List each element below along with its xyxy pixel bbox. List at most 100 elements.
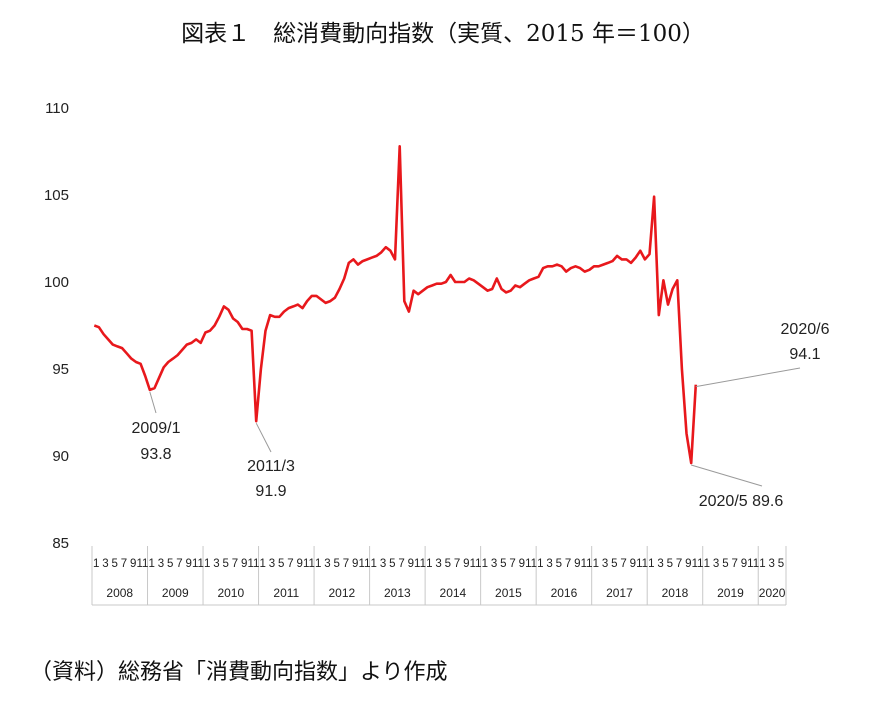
month-tick-label: 11: [303, 558, 315, 570]
month-tick-label: 1: [371, 558, 377, 570]
y-tick-label: 105: [44, 187, 69, 204]
month-tick-label: 1: [148, 558, 154, 570]
chart-title: 図表１ 総消費動向指数（実質、2015 年＝100）: [181, 21, 705, 47]
month-tick-label: 5: [167, 558, 173, 570]
month-tick-label: 3: [102, 558, 108, 570]
month-tick-label: 11: [525, 558, 537, 570]
month-tick-label: 1: [426, 558, 432, 570]
month-tick-label: 9: [519, 558, 525, 570]
month-tick-label: 7: [287, 558, 293, 570]
month-tick-label: 9: [685, 558, 691, 570]
month-tick-label: 3: [380, 558, 386, 570]
month-tick-label: 11: [192, 558, 204, 570]
y-tick-label: 90: [52, 448, 69, 465]
year-label: 2015: [495, 586, 522, 600]
year-label: 2008: [106, 586, 133, 600]
annotation-leader: [695, 367, 801, 388]
month-tick-label: 1: [482, 558, 488, 570]
month-tick-label: 9: [352, 558, 358, 570]
month-tick-label: 5: [778, 558, 784, 570]
month-tick-label: 9: [185, 558, 191, 570]
month-tick-label: 3: [602, 558, 608, 570]
month-tick-label: 11: [359, 558, 371, 570]
month-tick-label: 7: [731, 558, 737, 570]
month-tick-label: 9: [408, 558, 414, 570]
month-tick-label: 5: [556, 558, 562, 570]
month-tick-label: 7: [620, 558, 626, 570]
month-tick-label: 1: [204, 558, 210, 570]
annotation-value: 91.9: [255, 483, 286, 500]
year-label: 2019: [717, 586, 744, 600]
month-tick-label: 5: [667, 558, 673, 570]
annotation-value: 94.1: [789, 346, 820, 363]
y-tick-label: 110: [45, 100, 69, 117]
month-tick-label: 7: [676, 558, 682, 570]
series-layer: [93, 145, 698, 465]
month-tick-label: 5: [389, 558, 395, 570]
month-tick-label: 1: [260, 558, 266, 570]
month-tick-label: 3: [269, 558, 275, 570]
month-tick-label: 5: [223, 558, 229, 570]
month-tick-label: 1: [704, 558, 710, 570]
month-tick-label: 3: [713, 558, 719, 570]
year-label: 2016: [551, 586, 578, 600]
month-tick-label: 7: [232, 558, 238, 570]
month-tick-label: 11: [470, 558, 482, 570]
year-label: 2020: [759, 586, 786, 600]
month-tick-label: 7: [454, 558, 460, 570]
annotation-layer: 2009/1 93.8 2011/3 91.9 2020/5 89.6 2020/6 94.…: [132, 321, 830, 510]
year-label: 2011: [273, 586, 299, 600]
year-label: 2014: [440, 586, 467, 600]
month-tick-label: 7: [565, 558, 571, 570]
month-tick-label: 9: [630, 558, 636, 570]
month-tick-label: 5: [445, 558, 451, 570]
month-tick-label: 7: [121, 558, 127, 570]
annotation-label: 2020/6: [781, 321, 830, 338]
month-tick-label: 5: [278, 558, 284, 570]
month-tick-label: 5: [334, 558, 340, 570]
month-tick-label: 3: [213, 558, 219, 570]
month-tick-label: 9: [574, 558, 580, 570]
month-tick-label: 11: [692, 558, 704, 570]
month-tick-label: 5: [500, 558, 506, 570]
annotation-label: 2009/1: [132, 420, 181, 437]
y-tick-label: 85: [52, 535, 69, 552]
series-line: [93, 145, 698, 465]
year-label: 2012: [328, 586, 355, 600]
month-tick-label: 9: [130, 558, 136, 570]
year-label: 2018: [662, 586, 689, 600]
annotation-label: 2011/3: [247, 458, 295, 475]
month-tick-label: 9: [297, 558, 303, 570]
month-tick-label: 5: [722, 558, 728, 570]
month-tick-label: 3: [768, 558, 774, 570]
y-tick-label: 95: [52, 361, 69, 378]
month-tick-label: 11: [747, 558, 759, 570]
annotation-label: 2020/5 89.6: [699, 493, 784, 510]
month-tick-label: 7: [343, 558, 349, 570]
month-tick-label: 1: [537, 558, 543, 570]
month-tick-label: 11: [414, 558, 426, 570]
month-tick-label: 11: [581, 558, 593, 570]
month-tick-label: 5: [611, 558, 617, 570]
month-tick-label: 9: [241, 558, 247, 570]
annotation-leader: [255, 422, 272, 453]
annotation-leader: [149, 391, 157, 414]
month-tick-label: 1: [315, 558, 321, 570]
month-tick-label: 1: [648, 558, 654, 570]
month-tick-label: 7: [176, 558, 182, 570]
source-note: （資料）総務省「消費動向指数」より作成: [30, 660, 448, 685]
year-label: 2009: [162, 586, 189, 600]
month-tick-label: 3: [158, 558, 164, 570]
month-tick-label: 11: [136, 558, 148, 570]
month-tick-label: 3: [324, 558, 330, 570]
month-tick-label: 9: [463, 558, 469, 570]
month-tick-label: 7: [398, 558, 404, 570]
year-label: 2010: [217, 586, 244, 600]
month-tick-label: 5: [111, 558, 117, 570]
month-tick-label: 11: [636, 558, 648, 570]
month-tick-label: 1: [759, 558, 765, 570]
month-tick-label: 1: [93, 558, 99, 570]
month-tick-label: 11: [247, 558, 259, 570]
